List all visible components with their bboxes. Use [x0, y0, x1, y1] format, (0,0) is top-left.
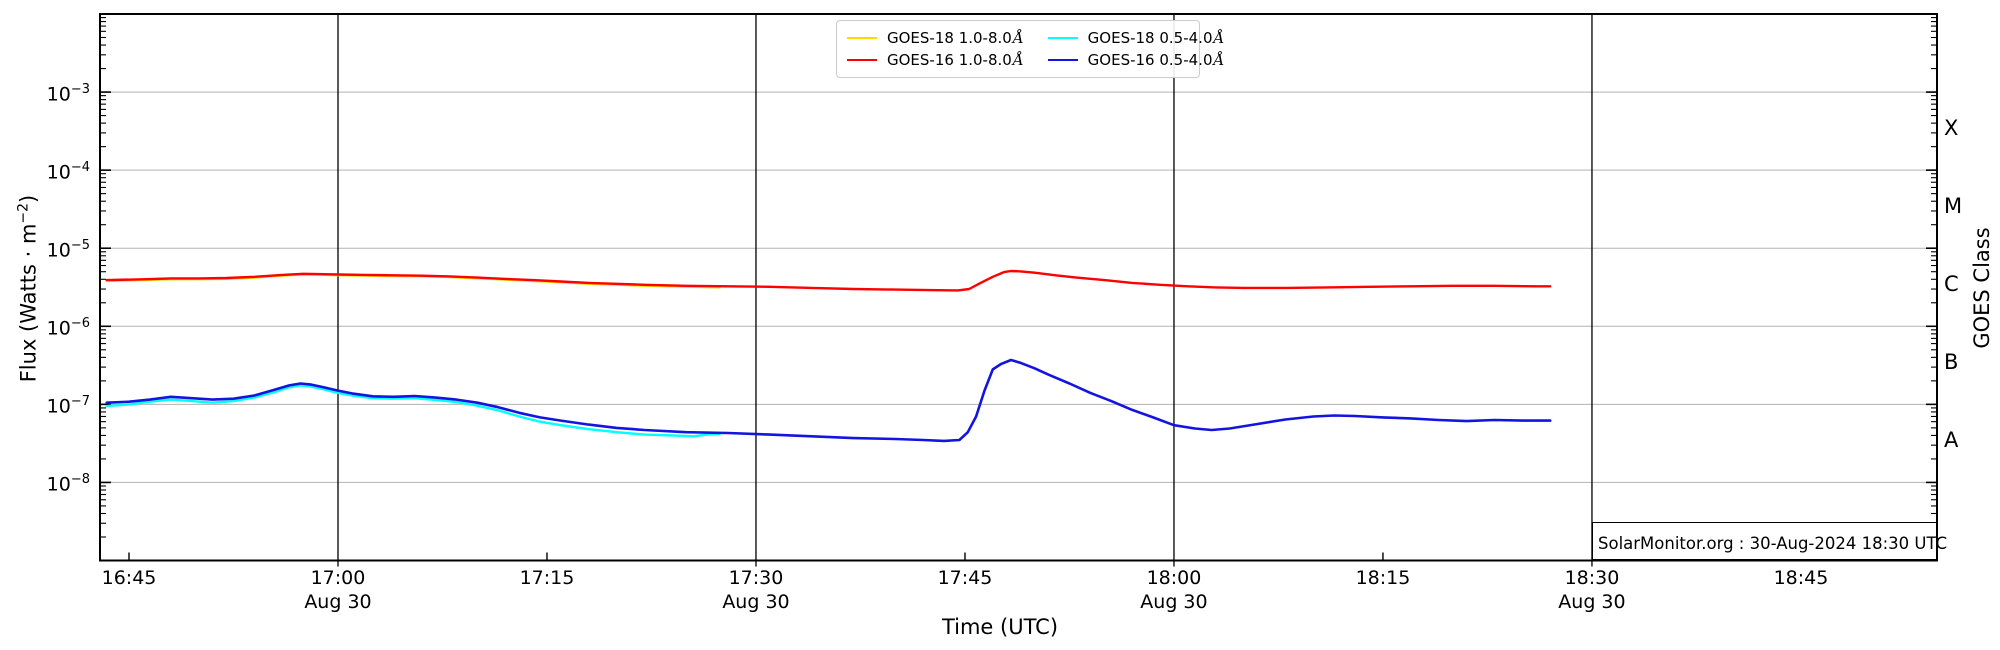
y-tick-label-1e-6: 10−6 [46, 316, 90, 340]
watermark-text: SolarMonitor.org : 30-Aug-2024 18:30 UTC [1598, 534, 1948, 553]
x-tick-label-17:45: 17:45 [937, 567, 993, 589]
legend-swatch-goes18-short [1047, 37, 1078, 39]
legend-swatch-goes18-long [847, 37, 877, 39]
x-tick-date-label: Aug 30 [304, 591, 372, 613]
x-tick-date-label: Aug 30 [722, 591, 790, 613]
right-axis-label: GOES Class [1970, 227, 1994, 349]
x-tick-label-17:15: 17:15 [519, 567, 575, 589]
legend-angstrom-symbol: Å [1012, 29, 1024, 47]
legend-items: GOES-18 1.0-8.0 Å GOES-16 1.0-8.0 Å GOES-18 … [837, 23, 1224, 75]
legend-angstrom-symbol: Å [1213, 51, 1225, 69]
legend-item-goes16-long: GOES-16 1.0-8.0 Å [847, 51, 1024, 69]
x-tick-label-18:45: 18:45 [1773, 567, 1829, 589]
y-axis-label-exponent: −2 [15, 202, 32, 224]
legend-label-goes18-long: GOES-18 1.0-8.0 [887, 29, 1012, 47]
series-goes16-short-line [105, 358, 1552, 443]
y-tick-label-1e-5: 10−5 [46, 238, 90, 262]
legend-label-goes16-short: GOES-16 0.5-4.0 [1087, 51, 1213, 69]
x-tick-date-label: Aug 30 [1558, 591, 1626, 613]
legend-angstrom-symbol: Å [1213, 29, 1225, 47]
y-tick-label-1e-4: 10−4 [46, 160, 90, 184]
legend-angstrom-symbol: Å [1012, 51, 1024, 69]
series-goes16-long-line [105, 269, 1552, 292]
legend-swatch-goes16-long [847, 59, 877, 61]
x-tick-label-16:45: 16:45 [101, 567, 157, 589]
x-tick-label-18:30: 18:30 Aug 30 [1532, 566, 1652, 614]
legend-swatch-goes16-short [1047, 59, 1078, 61]
legend-item-goes16-short: GOES-16 0.5-4.0 Å [1047, 51, 1225, 69]
y-tick-label-1e-3: 10−3 [46, 82, 90, 106]
legend-label-goes16-long: GOES-16 1.0-8.0 [887, 51, 1012, 69]
goes-class-letter-B: B [1944, 350, 1959, 375]
legend-item-goes18-long: GOES-18 1.0-8.0 Å [847, 29, 1024, 47]
plot-frame [99, 13, 1938, 562]
goes-class-letter-A: A [1944, 428, 1959, 453]
watermark-box: SolarMonitor.org : 30-Aug-2024 18:30 UTC [1592, 522, 1947, 560]
x-axis-label: Time (UTC) [941, 615, 1059, 639]
x-tick-label-17:30: 17:30 Aug 30 [696, 566, 816, 614]
y-axis-label-suffix: ) [16, 194, 41, 203]
y-tick-label-1e-7: 10−7 [46, 394, 90, 418]
x-tick-label-18:15: 18:15 [1355, 567, 1411, 589]
goes-class-letter-C: C [1944, 272, 1959, 297]
series-goes18-short-line [105, 384, 721, 438]
goes-class-letter-M: M [1944, 194, 1963, 219]
x-tick-date-label: Aug 30 [1140, 591, 1208, 613]
goes-class-letter-X: X [1944, 116, 1959, 141]
legend: GOES-18 1.0-8.0 Å GOES-16 1.0-8.0 Å GOES-18 … [836, 20, 1224, 78]
x-tick-label-18:00: 18:00 Aug 30 [1114, 566, 1234, 614]
y-tick-label-1e-8: 10−8 [46, 472, 90, 496]
legend-label-goes18-short: GOES-18 0.5-4.0 [1087, 29, 1213, 47]
legend-item-goes18-short: GOES-18 0.5-4.0 Å [1047, 29, 1225, 47]
x-tick-label-17:00: 17:00 Aug 30 [278, 566, 398, 614]
